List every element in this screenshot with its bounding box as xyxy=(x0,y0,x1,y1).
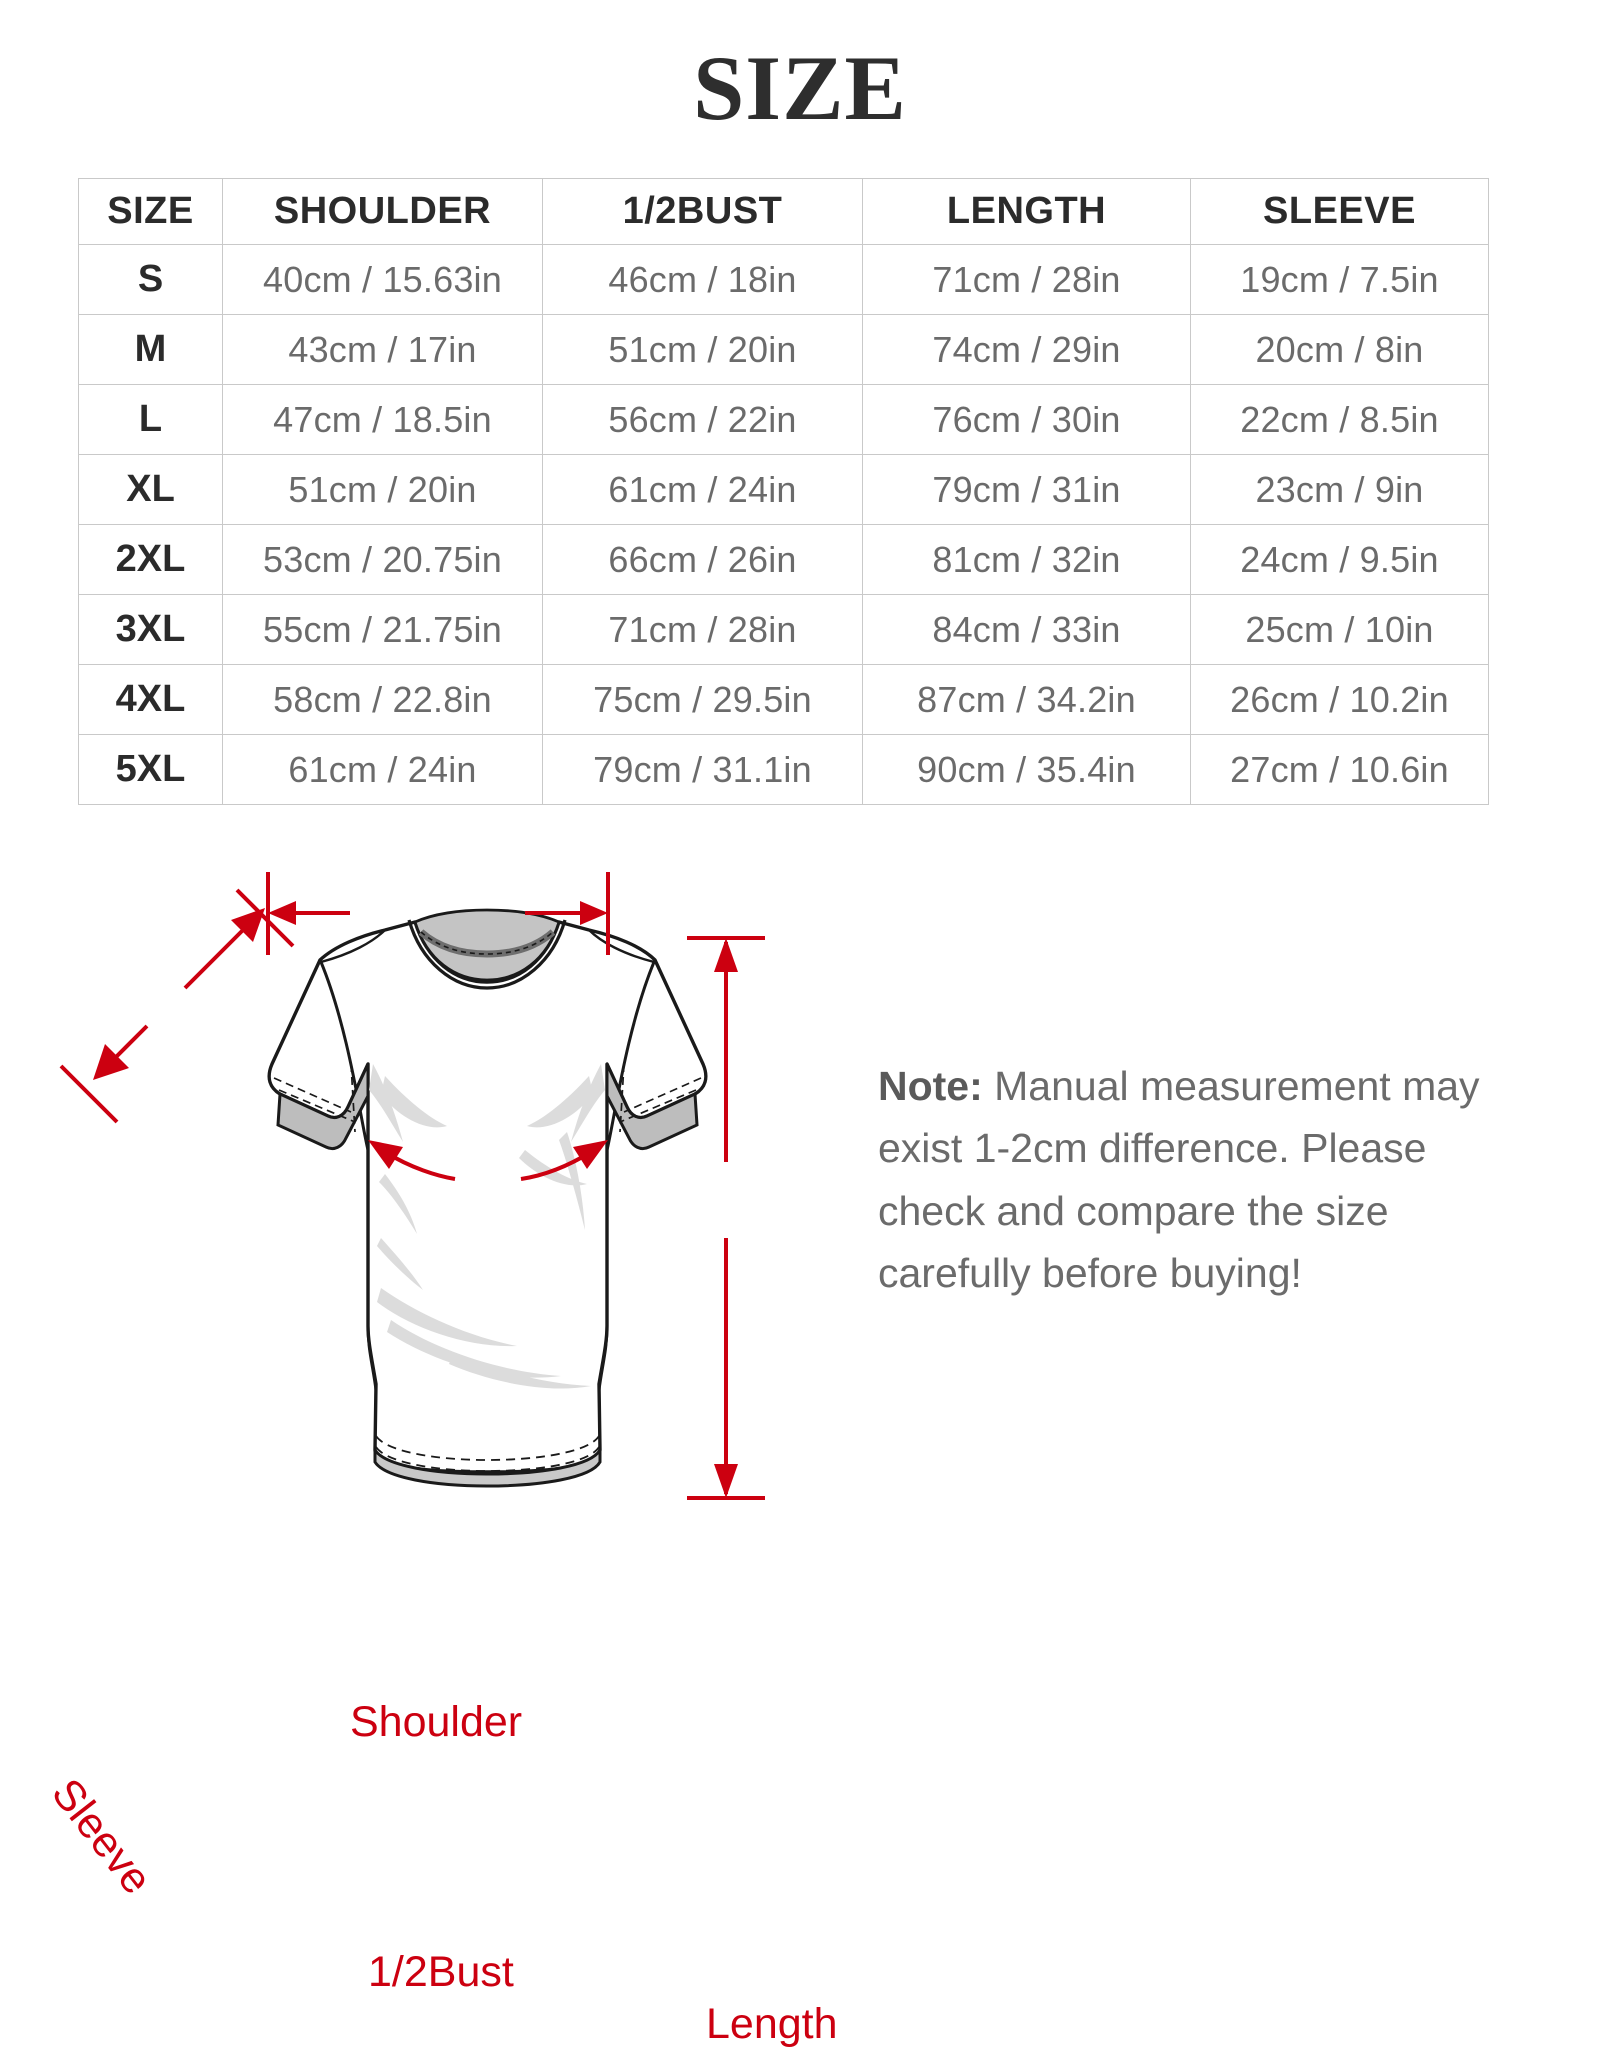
sleeve-label: Sleeve xyxy=(42,1770,161,1904)
cell-length: 84cm / 33in xyxy=(862,594,1191,665)
cell-size: 2XL xyxy=(78,524,223,595)
note-prefix: Note: xyxy=(878,1063,983,1109)
cell-bust: 61cm / 24in xyxy=(542,454,863,525)
left-sleeve-cuff xyxy=(276,1063,370,1151)
hem-stitch-outer xyxy=(375,1435,600,1461)
cell-size: XL xyxy=(78,454,223,525)
cell-shoulder: 47cm / 18.5in xyxy=(222,384,543,455)
right-side-seam xyxy=(597,1150,609,1391)
right-cuff-stitch-1 xyxy=(623,1077,702,1113)
collar-ribbing-stitch xyxy=(420,931,554,955)
table-body: S 40cm / 15.63in 46cm / 18in 71cm / 28in… xyxy=(78,244,1489,805)
table-row: 5XL 61cm / 24in 79cm / 31.1in 90cm / 35.… xyxy=(78,734,1489,805)
left-armhole-seam xyxy=(319,961,370,1151)
cell-sleeve: 22cm / 8.5in xyxy=(1190,384,1489,455)
cell-bust: 46cm / 18in xyxy=(542,244,863,315)
cell-sleeve: 19cm / 7.5in xyxy=(1190,244,1489,315)
cell-bust: 71cm / 28in xyxy=(542,594,863,665)
column-header-shoulder: SHOULDER xyxy=(222,178,543,245)
table-row: M 43cm / 17in 51cm / 20in 74cm / 29in 20… xyxy=(78,314,1489,385)
cell-length: 81cm / 32in xyxy=(862,524,1191,595)
tshirt-graphic xyxy=(267,908,708,1488)
note-text: Manual measurement may exist 1-2cm diffe… xyxy=(878,1063,1480,1296)
left-cuff-stitch-2 xyxy=(278,1089,356,1123)
column-header-bust: 1/2BUST xyxy=(542,178,863,245)
size-chart-table: SIZE SHOULDER 1/2BUST LENGTH SLEEVE S 40… xyxy=(78,178,1489,805)
cell-length: 87cm / 34.2in xyxy=(862,664,1191,735)
cell-shoulder: 58cm / 22.8in xyxy=(222,664,543,735)
cell-bust: 56cm / 22in xyxy=(542,384,863,455)
cell-sleeve: 26cm / 10.2in xyxy=(1190,664,1489,735)
left-cuff-stitch-3 xyxy=(350,1063,356,1133)
collar-inner xyxy=(413,908,561,982)
cell-shoulder: 55cm / 21.75in xyxy=(222,594,543,665)
length-label: Length xyxy=(706,2000,838,2048)
fabric-shadows xyxy=(369,1064,605,1389)
cell-size: 4XL xyxy=(78,664,223,735)
tshirt-illustration xyxy=(59,872,765,1500)
table-row: S 40cm / 15.63in 46cm / 18in 71cm / 28in… xyxy=(78,244,1489,315)
cell-length: 71cm / 28in xyxy=(862,244,1191,315)
cell-size: S xyxy=(78,244,223,315)
cell-shoulder: 61cm / 24in xyxy=(222,734,543,805)
right-shoulder-seam xyxy=(588,929,655,964)
cell-sleeve: 25cm / 10in xyxy=(1190,594,1489,665)
cell-sleeve: 24cm / 9.5in xyxy=(1190,524,1489,595)
shoulder-measure-arrow xyxy=(266,872,610,955)
bottom-hem xyxy=(373,1444,602,1488)
table-header: SIZE SHOULDER 1/2BUST LENGTH SLEEVE xyxy=(78,178,1489,245)
cell-length: 76cm / 30in xyxy=(862,384,1191,455)
length-measure-arrow xyxy=(687,936,765,1500)
cell-sleeve: 27cm / 10.6in xyxy=(1190,734,1489,805)
column-header-size: SIZE xyxy=(78,178,223,245)
table-row: L 47cm / 18.5in 56cm / 22in 76cm / 30in … xyxy=(78,384,1489,455)
note-block: Note: Manual measurement may exist 1-2cm… xyxy=(878,1055,1508,1304)
right-armhole-seam xyxy=(605,961,656,1151)
cell-sleeve: 23cm / 9in xyxy=(1190,454,1489,525)
table-row: 2XL 53cm / 20.75in 66cm / 26in 81cm / 32… xyxy=(78,524,1489,595)
shoulder-label: Shoulder xyxy=(350,1698,523,1746)
cell-size: L xyxy=(78,384,223,455)
cell-size: 3XL xyxy=(78,594,223,665)
left-side-seam xyxy=(366,1150,378,1391)
right-cuff-stitch-3 xyxy=(619,1063,625,1133)
cell-length: 79cm / 31in xyxy=(862,454,1191,525)
cell-length: 90cm / 35.4in xyxy=(862,734,1191,805)
cell-shoulder: 40cm / 15.63in xyxy=(222,244,543,315)
cell-sleeve: 20cm / 8in xyxy=(1190,314,1489,385)
cell-bust: 75cm / 29.5in xyxy=(542,664,863,735)
cell-length: 74cm / 29in xyxy=(862,314,1191,385)
cell-shoulder: 51cm / 20in xyxy=(222,454,543,525)
sleeve-measure-arrow xyxy=(59,888,295,1124)
right-cuff-stitch-2 xyxy=(619,1089,697,1123)
cell-size: 5XL xyxy=(78,734,223,805)
left-shoulder-seam xyxy=(320,929,386,964)
hem-stitch-inner xyxy=(375,1446,600,1472)
column-header-length: LENGTH xyxy=(862,178,1191,245)
table-row: 4XL 58cm / 22.8in 75cm / 29.5in 87cm / 3… xyxy=(78,664,1489,735)
column-header-sleeve: SLEEVE xyxy=(1190,178,1489,245)
cell-shoulder: 43cm / 17in xyxy=(222,314,543,385)
cell-bust: 79cm / 31.1in xyxy=(542,734,863,805)
table-row: XL 51cm / 20in 61cm / 24in 79cm / 31in 2… xyxy=(78,454,1489,525)
cell-bust: 51cm / 20in xyxy=(542,314,863,385)
bust-label: 1/2Bust xyxy=(368,1948,514,1996)
bust-measure-arrow xyxy=(368,1140,608,1181)
page-title: SIZE xyxy=(693,37,907,139)
cell-shoulder: 53cm / 20.75in xyxy=(222,524,543,595)
neckline-band xyxy=(407,919,567,990)
cell-bust: 66cm / 26in xyxy=(542,524,863,595)
table-header-row: SIZE SHOULDER 1/2BUST LENGTH SLEEVE xyxy=(78,178,1489,245)
cell-size: M xyxy=(78,314,223,385)
left-cuff-stitch-1 xyxy=(273,1077,352,1113)
right-sleeve-cuff xyxy=(605,1063,699,1151)
table-row: 3XL 55cm / 21.75in 71cm / 28in 84cm / 33… xyxy=(78,594,1489,665)
